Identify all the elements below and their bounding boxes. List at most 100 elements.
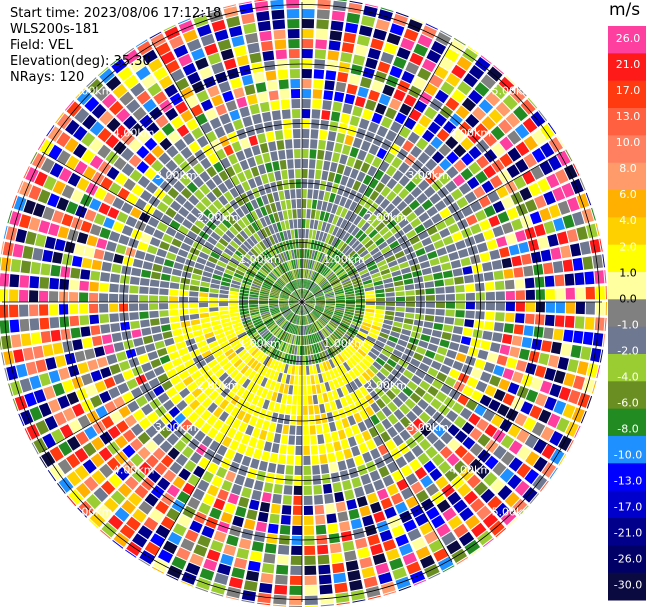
colorbar-swatch <box>608 272 646 300</box>
velocity-bin <box>354 400 364 412</box>
velocity-bin <box>56 132 71 148</box>
velocity-bin <box>553 328 564 341</box>
velocity-bin <box>40 330 52 344</box>
velocity-bin <box>417 398 429 410</box>
velocity-bin <box>192 354 204 364</box>
velocity-bin <box>292 304 300 312</box>
velocity-bin <box>90 370 103 382</box>
velocity-bin <box>544 314 555 327</box>
velocity-bin <box>380 186 391 198</box>
velocity-bin <box>254 0 268 2</box>
velocity-bin <box>326 257 333 267</box>
velocity-bin <box>454 37 466 46</box>
velocity-bin <box>557 200 571 215</box>
velocity-bin <box>142 49 158 64</box>
velocity-bin <box>418 179 430 192</box>
velocity-bin <box>32 247 44 261</box>
velocity-bin <box>334 266 343 274</box>
velocity-bin <box>247 224 256 234</box>
velocity-bin <box>415 369 426 379</box>
velocity-bin <box>582 331 594 346</box>
velocity-bin <box>103 251 115 262</box>
velocity-bin <box>200 33 215 47</box>
velocity-bin <box>361 15 376 27</box>
velocity-bin <box>195 586 209 593</box>
velocity-bin <box>253 278 263 285</box>
velocity-bin <box>271 443 280 454</box>
velocity-bin <box>279 305 289 308</box>
velocity-bin <box>337 429 347 440</box>
velocity-bin <box>406 410 418 423</box>
velocity-bin <box>350 342 359 351</box>
velocity-bin <box>65 201 79 215</box>
velocity-bin <box>236 55 249 67</box>
velocity-bin <box>386 340 397 348</box>
velocity-bin <box>336 240 345 250</box>
velocity-bin <box>375 398 386 409</box>
velocity-bin <box>310 435 317 445</box>
velocity-bin <box>318 319 326 327</box>
velocity-bin <box>359 328 369 335</box>
velocity-bin <box>331 237 338 247</box>
velocity-bin <box>302 189 307 199</box>
velocity-bin <box>462 266 473 275</box>
velocity-bin <box>427 343 438 352</box>
velocity-bin <box>280 306 289 311</box>
velocity-bin <box>264 262 273 271</box>
velocity-bin <box>175 101 189 115</box>
velocity-bin <box>348 237 357 247</box>
velocity-bin <box>300 279 302 288</box>
velocity-bin <box>291 293 299 300</box>
velocity-bin <box>296 305 301 315</box>
velocity-bin <box>20 260 31 274</box>
velocity-bin <box>403 450 416 463</box>
velocity-bin <box>322 285 332 291</box>
velocity-bin <box>564 315 575 328</box>
velocity-bin <box>64 137 79 153</box>
velocity-bin <box>326 202 333 213</box>
velocity-bin <box>66 436 81 451</box>
velocity-bin <box>361 236 371 246</box>
velocity-bin <box>476 465 490 480</box>
velocity-bin <box>282 321 289 330</box>
velocity-bin <box>84 426 98 440</box>
velocity-bin <box>375 182 385 193</box>
velocity-bin <box>332 562 345 574</box>
velocity-bin <box>288 385 294 395</box>
colorbar-tick-label: -26.0 <box>614 553 642 566</box>
velocity-bin <box>505 312 515 323</box>
velocity-bin <box>270 100 280 111</box>
velocity-bin <box>409 52 424 66</box>
velocity-bin <box>283 353 288 363</box>
velocity-bin <box>261 492 272 503</box>
velocity-bin <box>328 224 335 235</box>
velocity-bin <box>317 149 325 160</box>
velocity-bin <box>285 322 292 332</box>
velocity-bin <box>321 372 328 382</box>
velocity-bin <box>40 157 55 174</box>
velocity-bin <box>322 284 331 290</box>
velocity-bin <box>263 441 273 452</box>
velocity-bin <box>366 492 379 504</box>
velocity-bin <box>251 145 261 156</box>
velocity-bin <box>164 84 178 98</box>
velocity-bin <box>297 219 302 229</box>
velocity-bin <box>201 435 213 448</box>
velocity-bin <box>319 330 326 339</box>
velocity-bin <box>493 445 507 460</box>
velocity-bin <box>302 289 304 298</box>
velocity-bin <box>183 332 194 340</box>
velocity-bin <box>392 275 403 282</box>
velocity-bin <box>80 220 93 233</box>
velocity-bin <box>255 257 264 266</box>
velocity-bin <box>605 302 607 316</box>
velocity-bin <box>201 397 213 409</box>
velocity-bin <box>304 249 307 259</box>
velocity-bin <box>174 412 186 425</box>
velocity-bin <box>286 0 300 9</box>
velocity-bin <box>287 29 300 39</box>
velocity-bin <box>280 363 286 373</box>
velocity-bin <box>110 323 121 333</box>
velocity-bin <box>312 310 320 318</box>
velocity-bin <box>223 122 235 134</box>
